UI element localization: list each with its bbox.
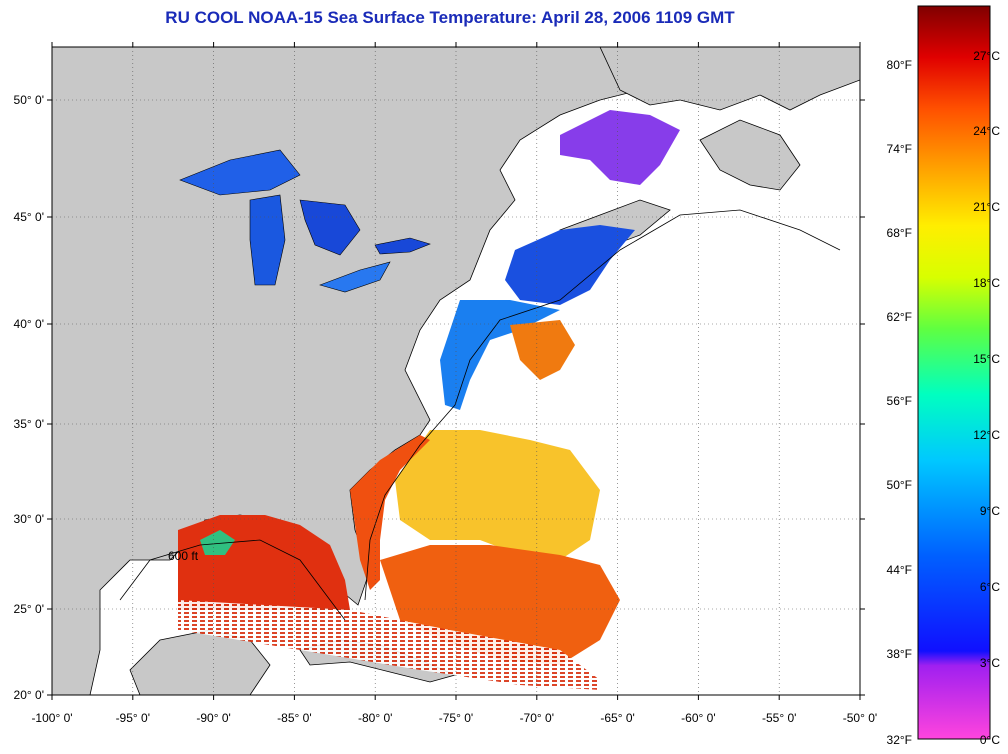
celsius-label: 21°C xyxy=(973,200,1000,214)
lake-erie xyxy=(319,261,391,293)
bathymetry-contour-atlantic xyxy=(364,209,841,601)
lon-tick-label: -90° 0' xyxy=(196,711,230,725)
map-title: RU COOL NOAA-15 Sea Surface Temperature:… xyxy=(165,8,735,27)
contour-label: 600 ft xyxy=(168,549,199,563)
gulf-stream-sst xyxy=(350,435,430,590)
fahrenheit-label: 80°F xyxy=(887,58,912,72)
shelf-water-sst xyxy=(440,300,560,410)
longitude-axis: -100° 0' -95° 0' -90° 0' -85° 0' -80° 0' -75°… xyxy=(31,42,877,725)
celsius-label: 24°C xyxy=(973,124,1000,138)
fahrenheit-label: 68°F xyxy=(887,226,912,240)
gulf-of-maine-sst xyxy=(505,225,635,305)
lon-tick-label: -80° 0' xyxy=(358,711,392,725)
celsius-label: 3°C xyxy=(980,656,1000,670)
fahrenheit-label: 32°F xyxy=(887,733,912,747)
lat-tick-label: 20° 0' xyxy=(14,688,44,702)
fahrenheit-label: 50°F xyxy=(887,478,912,492)
fahrenheit-label: 38°F xyxy=(887,647,912,661)
celsius-label: 15°C xyxy=(973,352,1000,366)
graticule xyxy=(52,47,860,695)
fahrenheit-label: 74°F xyxy=(887,142,912,156)
lon-tick-label: -85° 0' xyxy=(277,711,311,725)
lat-tick-label: 40° 0' xyxy=(14,317,44,331)
lat-tick-label: 50° 0' xyxy=(14,93,44,107)
latitude-axis: 50° 0' 45° 0' 40° 0' 35° 0' 30° 0' 25° 0' 20° … xyxy=(14,93,865,702)
lon-tick-label: -70° 0' xyxy=(520,711,554,725)
lon-tick-label: -100° 0' xyxy=(31,711,72,725)
lon-tick-label: -75° 0' xyxy=(439,711,473,725)
bathymetry-contour-600ft xyxy=(119,539,346,621)
fahrenheit-label: 56°F xyxy=(887,394,912,408)
warm-eddy-sst xyxy=(510,320,575,380)
lat-tick-label: 45° 0' xyxy=(14,210,44,224)
lon-tick-label: -95° 0' xyxy=(116,711,150,725)
fahrenheit-label: 62°F xyxy=(887,310,912,324)
celsius-label: 18°C xyxy=(973,276,1000,290)
celsius-scale: 27°C 24°C 21°C 18°C 15°C 12°C 9°C 6°C 3°C 0°C xyxy=(973,49,1000,747)
colorbar-gradient xyxy=(917,5,991,740)
lake-superior xyxy=(179,149,301,196)
gulf-st-lawrence-sst xyxy=(560,110,680,185)
lon-tick-label: -60° 0' xyxy=(681,711,715,725)
delta-cool-sst xyxy=(200,530,235,555)
celsius-label: 12°C xyxy=(973,428,1000,442)
land-newfoundland xyxy=(699,119,801,191)
lat-tick-label: 25° 0' xyxy=(14,602,44,616)
lon-tick-label: -65° 0' xyxy=(600,711,634,725)
lat-tick-label: 30° 0' xyxy=(14,512,44,526)
lon-tick-label: -55° 0' xyxy=(762,711,796,725)
celsius-label: 0°C xyxy=(980,733,1000,747)
celsius-label: 6°C xyxy=(980,580,1000,594)
fahrenheit-scale: 80°F 74°F 68°F 62°F 56°F 50°F 44°F 38°F 32°F xyxy=(887,58,912,747)
lake-ontario xyxy=(374,237,431,255)
celsius-label: 9°C xyxy=(980,504,1000,518)
swath-edge-sst xyxy=(178,600,600,690)
lake-huron xyxy=(299,199,361,256)
fahrenheit-label: 44°F xyxy=(887,563,912,577)
celsius-label: 27°C xyxy=(973,49,1000,63)
lon-tick-label: -50° 0' xyxy=(843,711,877,725)
lake-michigan xyxy=(249,194,286,286)
lat-tick-label: 35° 0' xyxy=(14,417,44,431)
atlantic-sst-yellow xyxy=(395,430,600,560)
